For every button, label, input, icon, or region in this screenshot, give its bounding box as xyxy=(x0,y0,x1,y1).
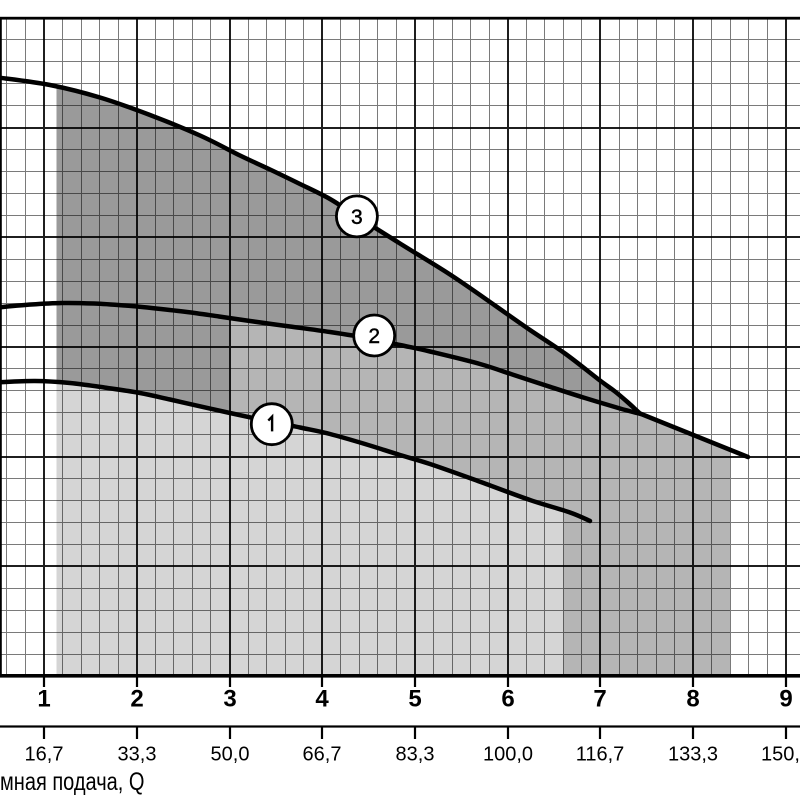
svg-text:133,3: 133,3 xyxy=(668,744,718,766)
svg-text:4: 4 xyxy=(315,686,329,713)
svg-text:33,3: 33,3 xyxy=(118,744,157,766)
svg-text:1: 1 xyxy=(37,686,50,713)
svg-text:83,3: 83,3 xyxy=(396,744,435,766)
svg-text:6: 6 xyxy=(501,686,514,713)
svg-text:2: 2 xyxy=(130,686,143,713)
svg-text:3: 3 xyxy=(223,686,236,713)
svg-text:66,7: 66,7 xyxy=(303,744,342,766)
svg-text:100,0: 100,0 xyxy=(483,744,533,766)
svg-text:5: 5 xyxy=(408,686,421,713)
svg-text:150,0: 150,0 xyxy=(761,744,800,766)
svg-text:9: 9 xyxy=(779,686,792,713)
svg-text:116,7: 116,7 xyxy=(576,744,625,766)
svg-text:7: 7 xyxy=(593,686,606,713)
svg-text:8: 8 xyxy=(686,686,699,713)
svg-text:50,0: 50,0 xyxy=(211,744,250,766)
svg-text:мная подача, Q: мная подача, Q xyxy=(0,768,145,796)
svg-text:16,7: 16,7 xyxy=(25,744,64,766)
svg-text:3: 3 xyxy=(351,206,363,229)
svg-text:2: 2 xyxy=(368,325,380,348)
